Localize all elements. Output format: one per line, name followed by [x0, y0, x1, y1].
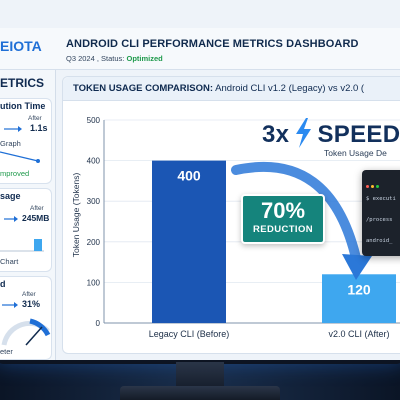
chart-y-tick-label: 500 [87, 116, 101, 125]
gauge-meter [1, 318, 51, 346]
metrics-sidebar: ETRICS ution Time After 1.1s Graph mprov… [0, 70, 56, 360]
metric-card-cpu-load[interactable]: d After 31% eter [0, 276, 52, 360]
chart-y-tick-label: 100 [87, 278, 101, 287]
metric-card-memory-usage[interactable]: sage After 245MB Chart [0, 188, 52, 272]
lightning-bolt-icon [296, 118, 312, 148]
page-subtitle: Q3 2024 , Status: Optimized [66, 54, 163, 63]
reduction-callout: 70% REDUCTION [241, 194, 325, 244]
meter-label: eter [0, 347, 13, 356]
panel-title-rest: Android CLI v1.2 (Legacy) vs v2.0 ( [215, 83, 365, 94]
after-label: After [28, 115, 42, 122]
panel-header: TOKEN USAGE COMPARISON: Android CLI v1.2… [63, 77, 400, 101]
metric-card-title: ution Time [0, 101, 46, 111]
mini-bar-chart [0, 239, 44, 252]
terminal-line: $ executi [366, 196, 396, 202]
trend-line-graph [0, 151, 40, 163]
chart-y-tick-label: 300 [87, 197, 101, 206]
speed-badge: 3x SPEED [262, 118, 400, 149]
status-badge: Optimized [126, 54, 163, 63]
chart-y-axis-label: Token Usage (Tokens) [71, 173, 81, 258]
chart-y-ticks: 0 100 200 300 400 500 [87, 116, 101, 328]
chart-data-label: 120 [347, 281, 371, 297]
speed-subtitle: Token Usage De [324, 148, 387, 158]
monitor-screen: EIOTA ANDROID CLI PERFORMANCE METRICS DA… [0, 0, 400, 360]
terminal-line: android_ [366, 238, 393, 244]
metric-card-title: d [0, 279, 6, 289]
panel-title: TOKEN USAGE COMPARISON: Android CLI v1.2… [73, 83, 364, 94]
metric-card-title: sage [0, 191, 21, 201]
status-label: Status: [101, 54, 125, 63]
chart-y-tick-label: 0 [96, 319, 101, 328]
after-value: 245MB [22, 213, 50, 223]
chart-label: Chart [0, 257, 19, 266]
speed-prefix: 3x [262, 121, 290, 148]
terminal-line: /process [366, 217, 393, 223]
reduction-value: 70% [260, 198, 306, 223]
token-usage-bar-chart: 0 100 200 300 400 500 400 120 Legacy CLI (Befo… [71, 116, 400, 339]
terminal-output: $ executi /process android_ [366, 182, 396, 259]
dashboard-header: EIOTA ANDROID CLI PERFORMANCE METRICS DA… [0, 28, 400, 70]
curved-arrow-icon [231, 161, 361, 263]
curved-arrow-head-icon [342, 254, 372, 280]
chart-bar [322, 274, 396, 323]
after-value: 31% [22, 299, 41, 309]
page-title: ANDROID CLI PERFORMANCE METRICS DASHBOAR… [66, 38, 359, 50]
metric-card-execution-time[interactable]: ution Time After 1.1s Graph mproved [0, 98, 52, 184]
arrow-right-icon [2, 302, 18, 308]
arrow-right-icon [4, 216, 18, 222]
reduction-label: REDUCTION [252, 224, 314, 235]
chart-x-labels: Legacy CLI (Before) v2.0 CLI (After) [149, 329, 390, 339]
improved-label: mproved [0, 169, 30, 178]
chart-x-tick-label: Legacy CLI (Before) [149, 329, 230, 339]
chart-y-tick-label: 200 [87, 238, 101, 247]
after-label: After [22, 291, 36, 298]
chart-x-tick-label: v2.0 CLI (After) [328, 329, 389, 339]
brand-logo[interactable]: EIOTA [0, 38, 42, 54]
panel-title-bold: TOKEN USAGE COMPARISON: [73, 83, 214, 94]
terminal-window-controls [366, 173, 381, 192]
chart-y-tick-label: 400 [87, 157, 101, 166]
after-value: 1.1s [30, 123, 48, 133]
monitor-stand-neck [176, 362, 224, 388]
after-label: After [30, 205, 44, 212]
monitor-stand-base [120, 386, 280, 400]
chart-bars: 400 120 [152, 160, 396, 323]
chart-bar [152, 160, 226, 323]
period-text: Q3 2024 , [66, 54, 99, 63]
speed-word: SPEED [317, 121, 400, 148]
terminal-window[interactable]: $ executi /process android_ [362, 170, 400, 256]
arrow-right-icon [4, 126, 22, 132]
graph-label: Graph [0, 139, 21, 148]
chart-data-label: 400 [177, 168, 201, 184]
sidebar-heading: ETRICS [0, 76, 45, 90]
